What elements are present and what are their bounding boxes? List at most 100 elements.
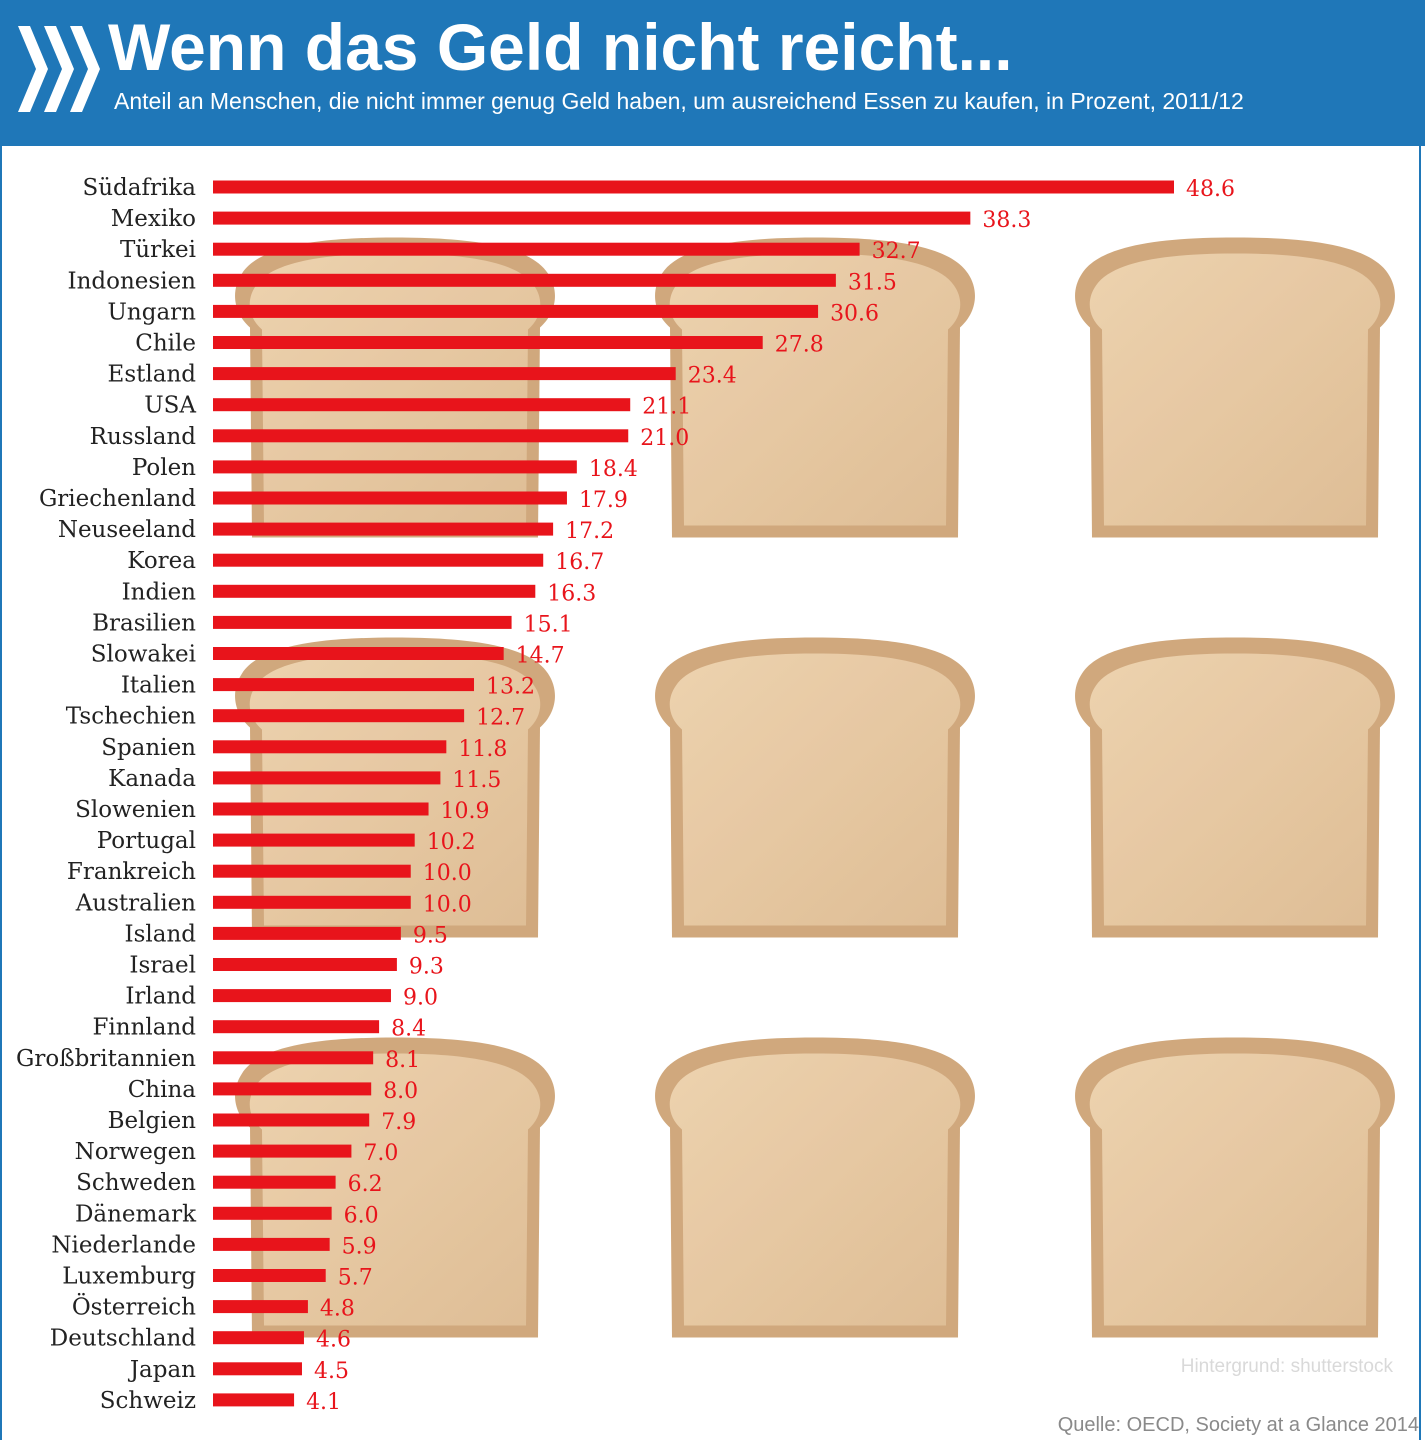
value-label: 18.4 [589, 457, 638, 482]
category-label: Niederlande [51, 1232, 196, 1258]
category-label: China [128, 1077, 197, 1103]
value-label: 31.5 [848, 270, 897, 295]
category-label: Island [125, 921, 197, 947]
value-label: 32.7 [872, 239, 921, 264]
category-label: Luxemburg [62, 1264, 196, 1290]
value-label: 21.0 [640, 426, 689, 451]
category-label: Schweden [76, 1170, 196, 1196]
chart-subtitle: Anteil an Menschen, die nicht immer genu… [114, 88, 1244, 114]
category-label: Russland [90, 424, 197, 450]
value-label: 4.1 [306, 1390, 341, 1415]
bar [213, 180, 1174, 194]
bar [213, 647, 504, 660]
category-label: Finnland [92, 1015, 196, 1041]
bar [213, 429, 629, 443]
value-label: 17.9 [579, 488, 628, 513]
value-label: 9.5 [413, 923, 448, 948]
category-label: Italien [121, 673, 196, 699]
category-label: Spanien [101, 735, 196, 761]
bar [213, 864, 411, 878]
category-label: Belgien [108, 1108, 197, 1134]
bar [213, 1113, 370, 1127]
value-label: 12.7 [476, 706, 525, 731]
value-label: 30.6 [830, 301, 879, 326]
category-label: Deutschland [50, 1326, 196, 1352]
bar [213, 1237, 330, 1251]
bar [213, 1300, 308, 1314]
bar [213, 553, 544, 567]
value-label: 16.3 [547, 581, 596, 606]
value-label: 11.8 [458, 737, 507, 762]
value-label: 4.6 [316, 1328, 351, 1353]
value-label: 5.9 [342, 1234, 377, 1259]
value-label: 6.0 [344, 1203, 379, 1228]
bar [213, 336, 763, 349]
value-label: 16.7 [555, 550, 604, 575]
value-label: 8.4 [391, 1017, 426, 1042]
toast-slice-image [1075, 637, 1395, 938]
category-label: Indonesien [68, 268, 197, 294]
value-label: 8.0 [383, 1079, 418, 1104]
oecd-logo-icon [18, 26, 100, 112]
bar [213, 584, 536, 598]
background-credit: Hintergrund: shutterstock [1180, 1356, 1393, 1377]
value-label: 21.1 [642, 395, 691, 420]
bar [213, 1269, 326, 1282]
category-label: Großbritannien [16, 1046, 196, 1072]
bar [213, 242, 860, 256]
category-label: Südafrika [82, 175, 196, 201]
category-label: Brasilien [92, 610, 196, 636]
bar [213, 615, 512, 629]
category-label: Australien [75, 890, 196, 916]
bar [213, 460, 577, 474]
bar [213, 802, 429, 816]
category-label: Polen [132, 455, 196, 481]
category-label: Kanada [108, 766, 196, 792]
bars-group: Südafrika 48.6 Mexiko 38.3 Türkei 32.7 Indones… [16, 175, 1235, 1415]
value-label: 9.0 [403, 986, 438, 1011]
category-label: Türkei [120, 237, 196, 263]
chart-frame [0, 146, 1421, 1440]
bar [213, 958, 397, 971]
bar [213, 398, 631, 412]
bar [213, 522, 554, 536]
value-label: 5.7 [338, 1266, 373, 1291]
category-label: Dänemark [75, 1201, 197, 1227]
bar [213, 1082, 372, 1096]
value-label: 6.2 [348, 1172, 383, 1197]
bar [213, 678, 475, 692]
bar [213, 491, 567, 505]
value-label: 17.2 [565, 519, 614, 544]
value-label: 13.2 [486, 675, 535, 700]
toast-slice-image [1075, 237, 1395, 538]
bar [213, 1144, 352, 1158]
bar [213, 926, 401, 940]
bar [213, 709, 465, 723]
value-label: 10.9 [441, 799, 490, 824]
category-label: Schweiz [100, 1388, 196, 1414]
bar [213, 1020, 380, 1034]
value-label: 9.3 [409, 955, 444, 980]
category-label: Israel [129, 953, 196, 979]
category-label: Mexiko [111, 206, 196, 232]
value-label: 27.8 [775, 333, 824, 358]
category-label: Chile [135, 331, 196, 357]
value-label: 14.7 [516, 644, 565, 669]
header-bar: Wenn das Geld nicht reicht... Anteil an … [0, 0, 1425, 146]
bar [213, 1051, 374, 1065]
category-label: Ungarn [108, 299, 197, 325]
bar [213, 304, 819, 318]
value-label: 7.0 [363, 1141, 398, 1166]
category-label: Österreich [72, 1294, 196, 1321]
value-label: 48.6 [1186, 177, 1235, 202]
toast-slice-image [655, 1037, 975, 1338]
category-label: USA [144, 393, 196, 419]
bar [213, 367, 676, 381]
category-label: Japan [128, 1357, 196, 1383]
category-label: Griechenland [39, 486, 196, 512]
category-label: Slowenien [75, 797, 196, 823]
value-label: 10.0 [423, 892, 472, 917]
category-label: Korea [127, 548, 196, 574]
value-label: 4.8 [320, 1297, 355, 1322]
